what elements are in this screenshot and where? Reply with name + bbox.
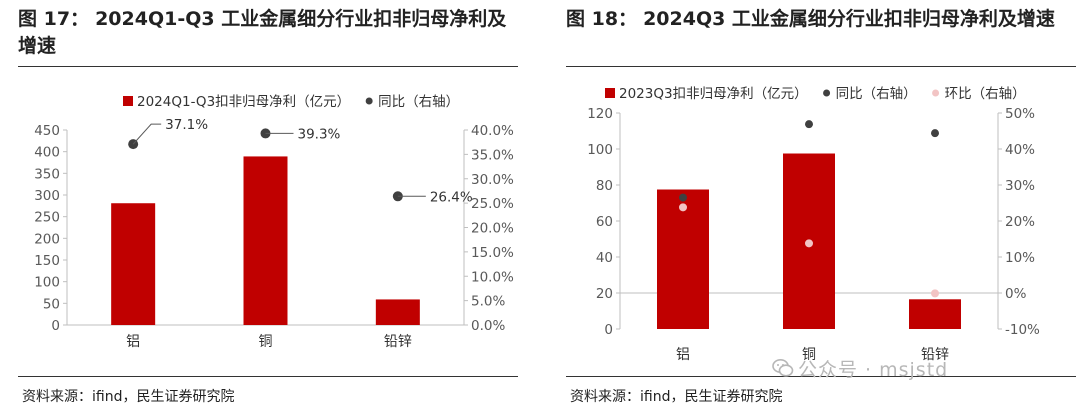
title-rule [566,66,1076,67]
legend-label-2: 同比（右轴） [378,94,459,110]
y-tick-label: 150 [34,253,60,269]
figure-17-title: 图 17： 2024Q1-Q3 工业金属细分行业扣非归母净利及增速 [18,6,518,60]
y2-tick-label: 40% [1005,142,1035,158]
legend-swatch-bar [123,96,133,106]
wechat-icon [772,359,794,377]
chart-18: 0 20 40 60 80 100 120 -10% 0% 10% 20% 30% 40% 50% 铝 铜 铅锌… [587,85,1040,363]
y-tick-label: 350 [34,166,60,182]
legend-swatch-bar [605,88,615,98]
x-tick-label: 铜 [802,347,816,363]
y2-tick-label: 40.0% [471,123,514,139]
figure-18-title-text: 2024Q3 工业金属细分行业扣非归母净利及增速 [643,8,1055,30]
figure-17-title-text: 2024Q1-Q3 工业金属细分行业扣非归母净利及增速 [18,8,507,57]
legend-label-1: 2024Q1-Q3扣非归母净利（亿元） [137,93,350,110]
y-tick-label: 0 [604,322,613,338]
data-label-leader [132,123,162,145]
y2-tick-label: 10.0% [471,269,514,285]
y2-tick-label: 30% [1005,178,1035,194]
figure-17-label: 图 17： [18,8,90,30]
yoy-point-3 [931,129,939,138]
watermark-text: 公众号 · msjstd [798,359,949,381]
source-rule [566,376,1076,377]
figure-18-source: 资料来源：ifind，民生证券研究院 [570,389,783,405]
y-tick-label: 20 [596,286,613,302]
y2-tick-label: 20.0% [471,221,514,237]
chart-17: 0 50 100 150 200 250 300 350 400 450 0.0% 5.0% 10.0%… [34,93,514,350]
y2-tick-label: 25.0% [471,196,514,212]
y-tick-label: 120 [587,106,613,122]
y-tick-label: 100 [587,142,613,158]
figure-18-title: 图 18： 2024Q3 工业金属细分行业扣非归母净利及增速 [566,6,1066,33]
y-tick-label: 60 [596,214,613,230]
data-label: 37.1% [165,117,208,133]
bar-2 [243,156,288,325]
bar-3 [375,299,420,325]
legend-swatch-dot [823,89,831,97]
x-tick-label: 铝 [676,347,690,363]
y-tick-label: 400 [34,145,60,161]
title-rule [18,66,518,67]
y-tick-label: 100 [34,275,60,291]
y2-tick-label: 0.0% [471,318,505,334]
x-tick-label: 铝 [126,334,140,350]
legend-swatch-dot [365,97,373,105]
y2-tick-label: 35.0% [471,147,514,163]
qoq-point-2 [805,239,813,248]
x-tick-label: 铅锌 [921,347,949,363]
figure-18-label: 图 18： [566,8,638,30]
y-tick-label: 0 [51,318,60,334]
qoq-point-3 [931,289,939,298]
y2-tick-label: 30.0% [471,172,514,188]
y2-tick-label: 10% [1005,250,1035,266]
y-tick-label: 300 [34,188,60,204]
y2-tick-label: 0% [1005,286,1027,302]
figure-17-panel: 图 17： 2024Q1-Q3 工业金属细分行业扣非归母净利及增速 资料来源：if… [0,0,530,412]
figure-18-panel: 图 18： 2024Q3 工业金属细分行业扣非归母净利及增速 资料来源：ifind… [548,0,1080,412]
qoq-point-1 [679,203,687,212]
y-tick-label: 50 [43,296,60,312]
legend-label-3: 环比（右轴） [945,86,1026,102]
yoy-point-2 [805,120,813,129]
y-tick-label: 80 [596,178,613,194]
y-tick-label: 200 [34,231,60,247]
y-tick-label: 450 [34,123,60,139]
bar-1 [111,203,156,325]
bar-1 [657,189,709,329]
legend-swatch-dot [932,89,940,97]
source-rule [18,376,518,377]
data-label: 39.3% [298,126,341,142]
x-tick-label: 铅锌 [384,334,412,350]
y-tick-label: 40 [596,250,613,266]
figure-17-source: 资料来源：ifind，民生证券研究院 [22,389,235,405]
y-tick-label: 250 [34,210,60,226]
y2-tick-label: 5.0% [471,294,505,310]
y2-tick-label: 20% [1005,214,1035,230]
x-tick-label: 铜 [259,334,273,350]
data-label: 26.4% [430,189,473,205]
y2-tick-label: 15.0% [471,245,514,261]
y2-tick-label: -10% [1005,322,1040,338]
bar-3 [909,299,961,329]
legend-label-2: 同比（右轴） [836,86,917,102]
yoy-point-1 [679,193,687,202]
legend-label-1: 2023Q3扣非归母净利（亿元） [619,85,808,102]
y2-tick-label: 50% [1005,106,1035,122]
